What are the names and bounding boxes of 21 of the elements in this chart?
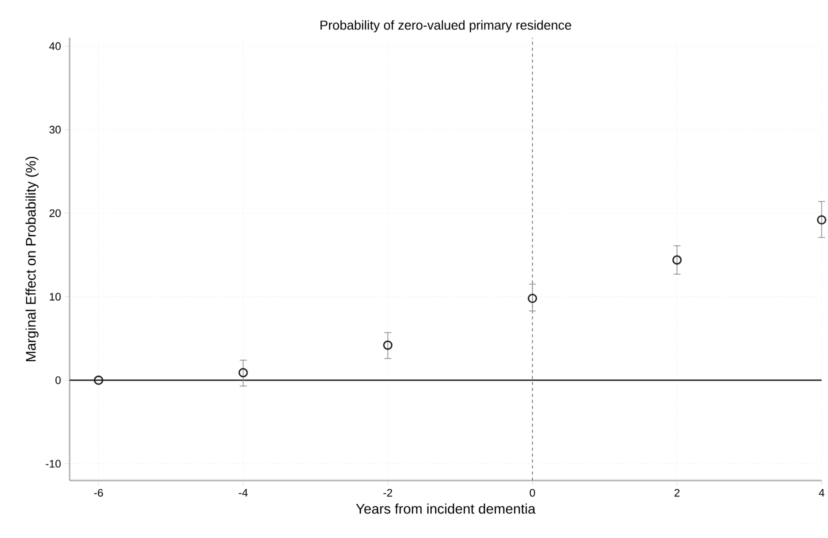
y-tick-label: 40	[49, 42, 61, 50]
y-tick-label: 30	[49, 126, 61, 134]
x-axis-title: Years from incident dementia	[356, 503, 536, 514]
y-tick-label: 0	[55, 376, 61, 384]
x-tick-label: -6	[94, 488, 103, 497]
y-axis-title: Marginal Effect on Probability (%)	[26, 156, 38, 362]
chart-title: Probability of zero-valued primary residence	[320, 20, 572, 32]
x-tick-label: 0	[530, 488, 536, 497]
x-tick-label: -4	[238, 488, 248, 496]
y-tick-label: -10	[46, 460, 61, 468]
point	[672, 255, 682, 265]
point	[528, 294, 538, 303]
point	[816, 215, 826, 224]
point	[383, 340, 392, 350]
x-tick-label: 4	[818, 488, 824, 496]
x-tick-label: 2	[674, 488, 680, 497]
y-tick-label: 10	[50, 292, 61, 301]
y-tick-label: 20	[50, 209, 61, 217]
x-tick-label: -2	[383, 488, 392, 497]
point	[94, 375, 104, 385]
point	[238, 368, 248, 378]
